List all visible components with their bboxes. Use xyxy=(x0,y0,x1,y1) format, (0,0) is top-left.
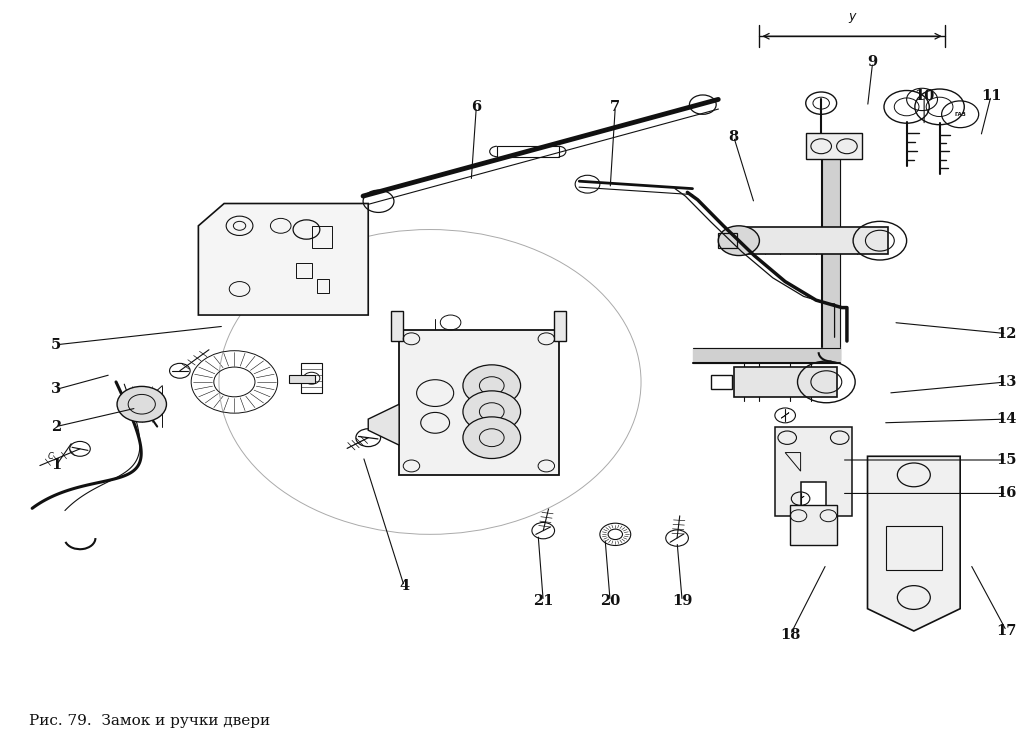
Circle shape xyxy=(463,365,521,407)
Text: у: у xyxy=(849,10,856,23)
Bar xyxy=(886,526,942,570)
Polygon shape xyxy=(368,404,400,445)
Bar xyxy=(400,330,559,475)
Bar xyxy=(554,312,566,341)
Text: 19: 19 xyxy=(672,594,692,608)
Polygon shape xyxy=(199,204,368,315)
Text: 13: 13 xyxy=(997,375,1016,389)
Polygon shape xyxy=(775,426,852,516)
Text: 7: 7 xyxy=(611,100,620,114)
Text: 17: 17 xyxy=(997,624,1016,638)
Circle shape xyxy=(117,386,167,422)
Circle shape xyxy=(718,225,760,255)
Text: 4: 4 xyxy=(400,580,409,593)
Bar xyxy=(718,233,737,248)
Circle shape xyxy=(463,391,521,432)
Text: 14: 14 xyxy=(997,412,1016,426)
Bar xyxy=(734,367,836,397)
Bar xyxy=(497,146,559,157)
Bar xyxy=(805,133,862,159)
Text: 3: 3 xyxy=(52,383,61,396)
Bar xyxy=(301,363,322,393)
Circle shape xyxy=(463,417,521,458)
Bar xyxy=(296,263,312,278)
Text: 5: 5 xyxy=(51,338,61,352)
Text: 9: 9 xyxy=(867,55,878,69)
Text: 15: 15 xyxy=(997,453,1016,467)
Text: 10: 10 xyxy=(914,88,935,103)
Text: 6: 6 xyxy=(471,100,481,114)
Text: 1: 1 xyxy=(51,458,61,472)
Polygon shape xyxy=(867,456,960,631)
Bar xyxy=(711,374,732,389)
Bar xyxy=(317,279,329,293)
Text: 2: 2 xyxy=(51,419,61,434)
Text: 11: 11 xyxy=(981,88,1001,103)
Bar xyxy=(312,225,332,248)
Bar xyxy=(391,312,404,341)
Bar xyxy=(289,374,315,383)
Text: ГАЗ: ГАЗ xyxy=(954,112,966,117)
Text: 12: 12 xyxy=(997,327,1016,341)
Text: 8: 8 xyxy=(729,130,739,144)
Bar xyxy=(744,227,888,254)
Text: 18: 18 xyxy=(780,628,800,642)
Text: Рис. 79.  Замок и ручки двери: Рис. 79. Замок и ручки двери xyxy=(29,714,270,727)
Text: 16: 16 xyxy=(997,486,1016,500)
Bar xyxy=(791,505,836,545)
Text: 20: 20 xyxy=(600,594,620,608)
Text: 21: 21 xyxy=(533,594,554,608)
Text: С: С xyxy=(48,452,53,461)
